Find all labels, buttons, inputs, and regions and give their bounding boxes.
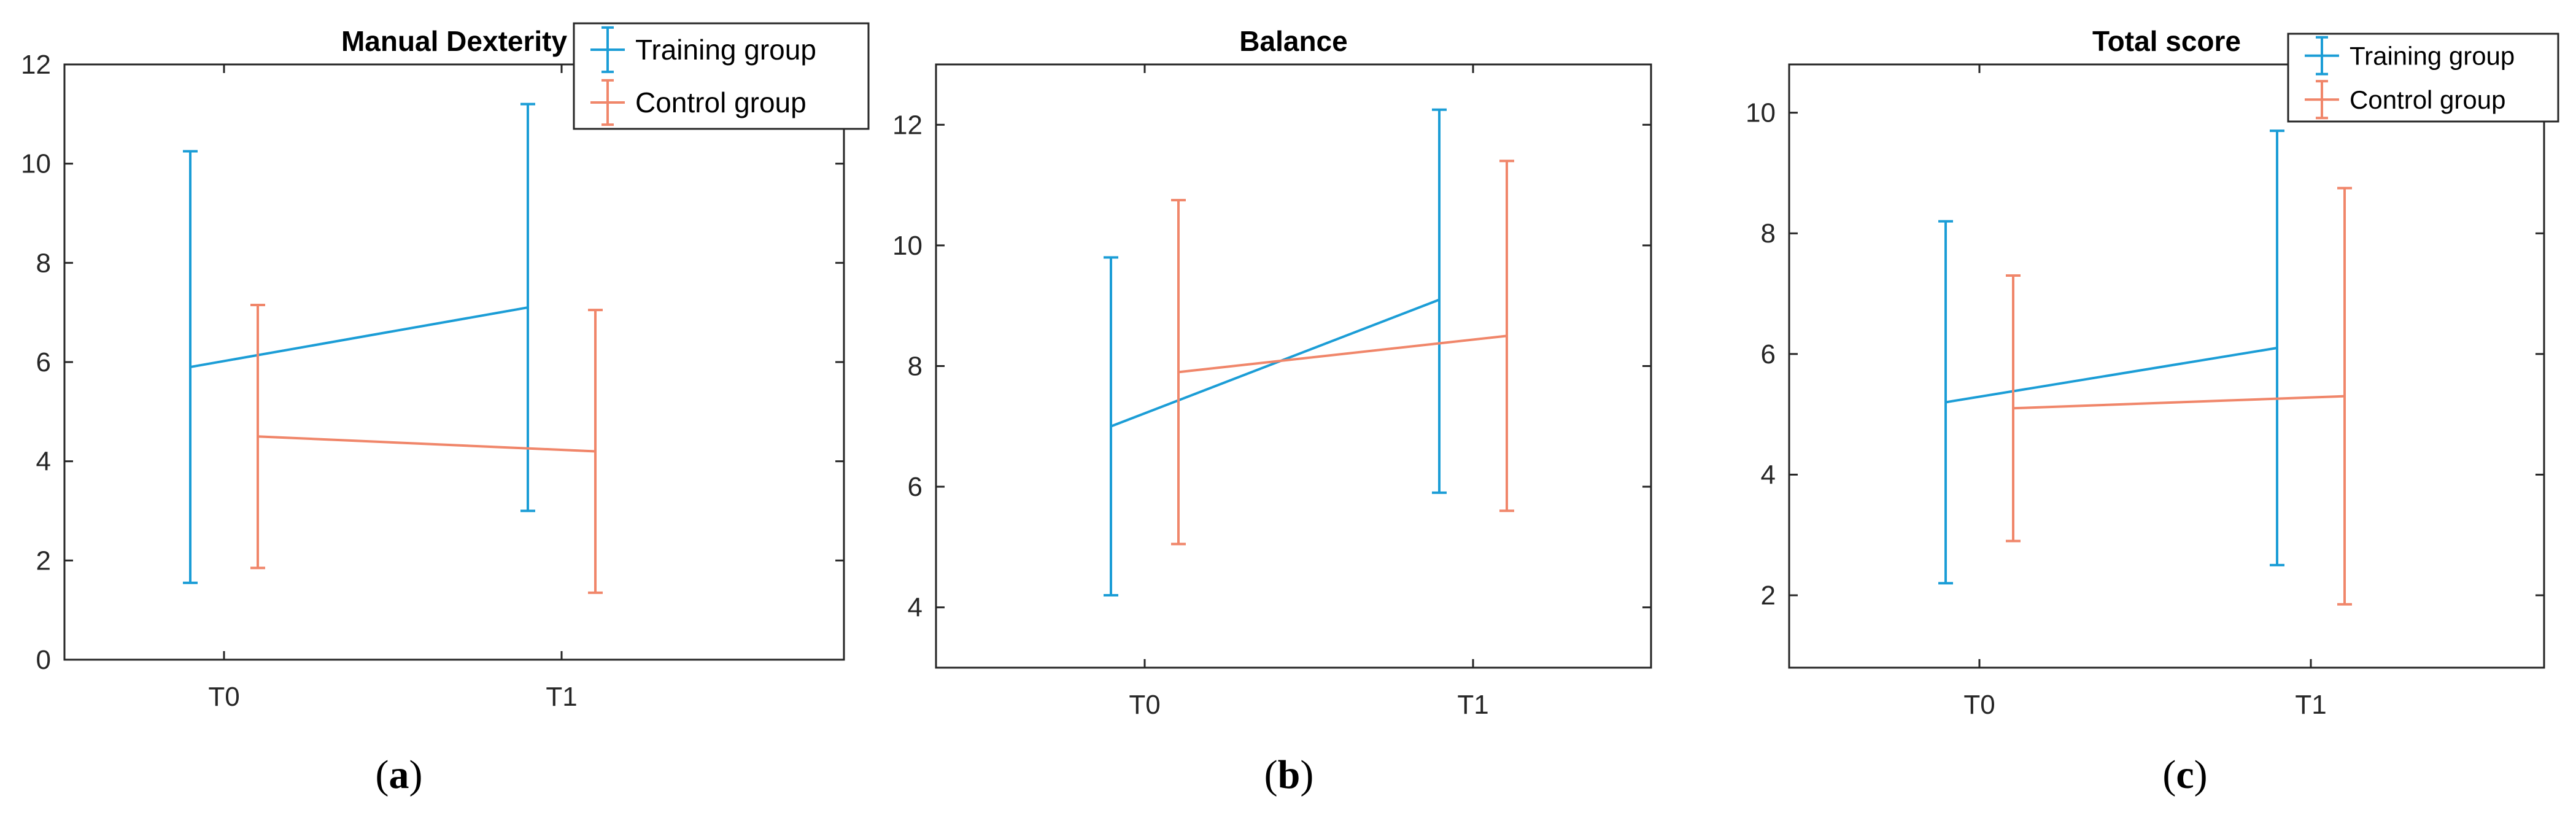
plot-area-frame xyxy=(935,63,1652,669)
y-tick-label: 4 xyxy=(36,447,51,477)
y-tick-label: 4 xyxy=(1761,460,1776,490)
series-line-training xyxy=(1110,298,1440,428)
y-tick-label: 10 xyxy=(21,149,51,179)
error-bar-control xyxy=(2337,187,2352,606)
legend-box xyxy=(573,22,870,130)
y-tick-label: 6 xyxy=(1761,339,1776,369)
error-bar-training xyxy=(1104,256,1118,597)
y-tick-label: 8 xyxy=(908,352,922,382)
x-tick-label: T1 xyxy=(546,682,577,712)
error-bar-training xyxy=(2270,129,2284,566)
caption-b: (b) xyxy=(1264,752,1314,797)
series-line-training xyxy=(190,306,528,369)
plot-area-frame xyxy=(63,63,845,661)
legend: Training group Control group xyxy=(573,22,870,130)
legend-item-training: Training group xyxy=(2305,36,2515,75)
error-bar-training xyxy=(183,150,198,584)
legend-box xyxy=(2287,33,2559,123)
y-tick-label: 8 xyxy=(1761,218,1776,249)
error-bar-training xyxy=(520,102,535,512)
y-tick-label: 6 xyxy=(36,347,51,377)
y-tick-label: 12 xyxy=(21,50,51,80)
x-tick-label: T0 xyxy=(208,682,239,712)
error-bar-control xyxy=(1171,199,1186,546)
error-bar-control xyxy=(2006,274,2021,542)
x-tick-label: T1 xyxy=(2295,690,2326,720)
chart-panel-3: Total score 2 4 6 8 10 T0 T1 Training group Contr… xyxy=(1746,25,2559,720)
y-tick-label: 2 xyxy=(1761,581,1776,611)
y-tick-label: 0 xyxy=(36,645,51,675)
chart-title: Total score xyxy=(2092,25,2241,57)
legend-label: Control group xyxy=(2350,85,2505,114)
y-tick-label: 10 xyxy=(1746,98,1776,128)
error-bar-control xyxy=(250,304,265,569)
legend-label: Training group xyxy=(635,34,816,66)
legend-item-control: Control group xyxy=(2305,80,2505,120)
error-bar-training xyxy=(1432,108,1447,494)
caption-a: (a) xyxy=(375,752,423,797)
y-tick-label: 4 xyxy=(908,593,922,623)
x-tick-label: T0 xyxy=(1963,690,1995,720)
chart-panel-1: Manual Dexterity 0 2 4 6 8 10 12 T0 T1 Training gr… xyxy=(21,22,870,712)
error-bar-control xyxy=(1499,160,1514,512)
legend-label: Training group xyxy=(2350,41,2515,70)
chart-title: Balance xyxy=(1239,25,1347,57)
chart-title: Manual Dexterity xyxy=(341,25,568,57)
legend-item-training: Training group xyxy=(590,26,816,74)
error-bar-training xyxy=(1938,220,1953,585)
x-tick-label: T1 xyxy=(1457,690,1488,720)
y-tick-label: 2 xyxy=(36,546,51,576)
chart-panel-2: Balance 4 6 8 10 12 T0 T1 xyxy=(892,25,1652,720)
error-bar-control xyxy=(588,309,603,594)
caption-c: (c) xyxy=(2162,752,2208,797)
legend: Training group Control group xyxy=(2287,33,2559,123)
series-line-control xyxy=(2013,395,2345,410)
series-line-control xyxy=(257,435,596,453)
plot-area-frame xyxy=(1788,63,2545,669)
series-line-control xyxy=(1178,334,1507,374)
legend-label: Control group xyxy=(635,87,806,118)
y-tick-label: 12 xyxy=(892,110,922,140)
y-tick-label: 6 xyxy=(908,472,922,502)
y-tick-label: 10 xyxy=(892,231,922,261)
y-tick-label: 8 xyxy=(36,248,51,278)
series-line-training xyxy=(1945,347,2278,404)
x-tick-label: T0 xyxy=(1129,690,1160,720)
legend-item-control: Control group xyxy=(590,79,806,126)
